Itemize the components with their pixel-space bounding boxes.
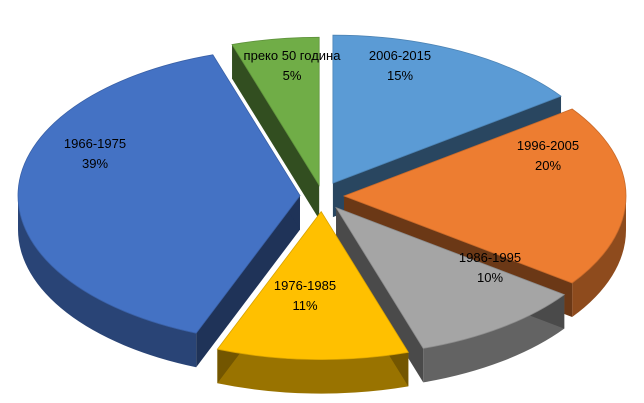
slice-50 bbox=[231, 36, 320, 187]
slice-value-1986-1995: 10% bbox=[477, 270, 503, 285]
slice-label-1966-1975: 1966-1975 bbox=[64, 136, 126, 151]
slice-label-1986-1995: 1986-1995 bbox=[459, 250, 521, 265]
slice-cut-1986-1995-1 bbox=[336, 207, 424, 383]
slice-label-50: преко 50 година bbox=[244, 48, 342, 63]
slice-value-1976-1985: 11% bbox=[292, 298, 317, 313]
slice-wall-1996-2005 bbox=[572, 196, 626, 317]
slice-1976-1985 bbox=[216, 210, 409, 360]
slice-cut-50-0 bbox=[232, 44, 320, 220]
slice-label-1976-1985: 1976-1985 bbox=[274, 278, 336, 293]
slice-wall-1966-1975 bbox=[18, 195, 197, 368]
slice-label-1996-2005: 1996-2005 bbox=[517, 138, 579, 153]
slice-2006-2015 bbox=[332, 34, 562, 184]
slice-1996-2005 bbox=[342, 108, 627, 284]
slice-labels: 2006-2015 15% 1996-2005 20% 1986-1995 10% 1976… bbox=[64, 48, 579, 313]
slice-value-1966-1975: 39% bbox=[82, 156, 108, 171]
slice-value-1996-2005: 20% bbox=[535, 158, 561, 173]
slice-value-2006-2015: 15% bbox=[387, 68, 413, 83]
slice-1966-1975 bbox=[17, 54, 301, 334]
slice-1986-1995 bbox=[335, 206, 566, 349]
slice-value-50: 5% bbox=[283, 68, 302, 83]
slice-tops bbox=[17, 34, 627, 360]
slice-wall-1986-1995 bbox=[423, 294, 565, 383]
slice-label-2006-2015: 2006-2015 bbox=[369, 48, 431, 63]
slice-cut-1966-1975-0 bbox=[196, 195, 301, 368]
slice-wall-1976-1985 bbox=[217, 349, 409, 394]
